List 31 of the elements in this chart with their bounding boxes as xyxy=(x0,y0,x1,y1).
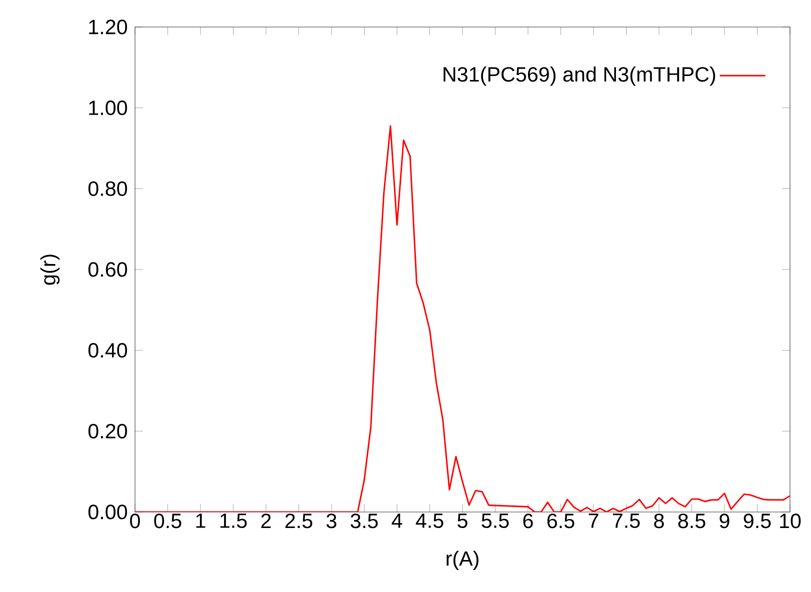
x-tick-label: 5.5 xyxy=(482,514,509,528)
x-tick-label: 2.5 xyxy=(285,514,312,528)
y-tick-label: 0.00 xyxy=(88,504,128,520)
y-tick-label: 1.00 xyxy=(89,100,128,116)
x-tick-label: 1.5 xyxy=(220,514,247,528)
x-tick-label: 8.5 xyxy=(678,514,706,528)
y-axis-title: g(r) xyxy=(40,254,60,285)
x-axis-title: r(A) xyxy=(446,550,478,570)
x-tick-label: 10 xyxy=(780,514,801,528)
x-tick-label: 5 xyxy=(458,514,468,528)
x-tick-label: 0.5 xyxy=(154,514,182,528)
x-tick-label: 8 xyxy=(654,514,664,528)
x-tick-label: 0 xyxy=(130,514,140,528)
x-tick-label: 2 xyxy=(261,514,271,528)
x-tick-label: 4 xyxy=(392,514,402,528)
x-tick-label: 7 xyxy=(588,514,598,528)
x-tick-label: 9.5 xyxy=(744,514,771,528)
x-tick-label: 6.5 xyxy=(547,514,574,528)
x-tick-label: 7.5 xyxy=(612,514,640,528)
x-tick-label: 3.5 xyxy=(350,514,378,528)
x-tick-label: 6 xyxy=(523,514,533,528)
x-tick-label: 3 xyxy=(326,514,336,528)
x-tick-label: 9 xyxy=(720,514,730,528)
y-tick-label: 0.40 xyxy=(88,343,128,358)
y-tick-label: 0.60 xyxy=(88,262,128,277)
y-tick-label: 0.80 xyxy=(88,181,128,196)
x-tick-label: 1 xyxy=(196,514,206,528)
y-tick-label: 0.20 xyxy=(88,424,128,438)
x-tick-label: 4.5 xyxy=(416,514,444,528)
y-tick-label: 1.20 xyxy=(89,20,128,34)
legend-label: N31(PC569) and N3(mTHPC) xyxy=(444,66,716,86)
